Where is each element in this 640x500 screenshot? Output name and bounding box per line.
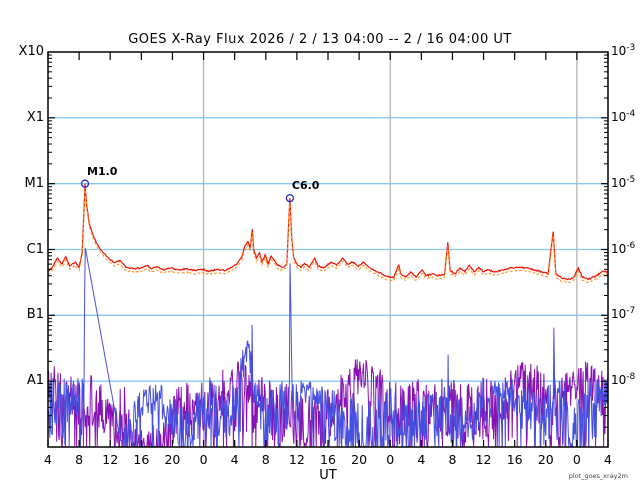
x-tick-label: 12 xyxy=(475,452,492,467)
flux-class-label: X10 xyxy=(18,44,44,59)
flare-annotation-label: M1.0 xyxy=(87,164,118,178)
chart-title: GOES X-Ray Flux 2026 / 2 / 13 04:00 -- 2… xyxy=(128,32,512,47)
x-tick-label: 16 xyxy=(506,452,523,467)
x-tick-label: 16 xyxy=(133,452,150,467)
x-tick-label: 0 xyxy=(572,452,581,467)
x-tick-label: 8 xyxy=(261,452,270,467)
x-tick-label: 20 xyxy=(164,452,181,467)
x-tick-label: 4 xyxy=(44,452,52,467)
series-xray-short-primary xyxy=(47,247,609,449)
flux-power-label: 10-7 xyxy=(611,306,636,322)
x-tick-label: 8 xyxy=(448,452,457,467)
flare-peak-marker xyxy=(285,193,295,203)
x-tick-label: 12 xyxy=(288,452,305,467)
x-tick-label: 20 xyxy=(537,452,554,467)
x-tick-label: 16 xyxy=(320,452,336,467)
plot-script-caption: plot_goes_xray2m xyxy=(568,472,628,480)
flare-peak-marker xyxy=(80,179,90,188)
flux-power-label: 10-6 xyxy=(611,240,636,256)
flux-power-label: 10-3 xyxy=(611,43,636,58)
x-tick-label: 20 xyxy=(351,452,368,467)
flux-class-label: C1 xyxy=(26,241,44,257)
x-tick-label: 8 xyxy=(75,452,84,467)
flux-power-label: 10-8 xyxy=(611,372,636,388)
series-xray-short-secondary xyxy=(47,359,609,448)
flux-power-label: 10-5 xyxy=(611,174,636,190)
series-xray-long-secondary xyxy=(48,186,609,284)
flux-class-label: X1 xyxy=(26,109,44,125)
flux-class-label: B1 xyxy=(26,307,44,323)
x-axis-title: UT xyxy=(319,468,337,483)
series-xray-long-primary xyxy=(47,183,609,281)
flare-annotation-label: C6.0 xyxy=(291,179,320,193)
x-tick-label: 4 xyxy=(230,452,239,467)
flux-class-label: A1 xyxy=(26,373,44,389)
x-tick-label: 4 xyxy=(604,452,612,467)
x-tick-label: 4 xyxy=(417,452,426,467)
flux-power-label: 10-4 xyxy=(611,108,636,124)
flux-class-label: M1 xyxy=(24,175,45,191)
x-tick-label: 0 xyxy=(386,452,395,467)
x-tick-label: 12 xyxy=(102,452,119,467)
x-tick-label: 0 xyxy=(199,452,208,467)
